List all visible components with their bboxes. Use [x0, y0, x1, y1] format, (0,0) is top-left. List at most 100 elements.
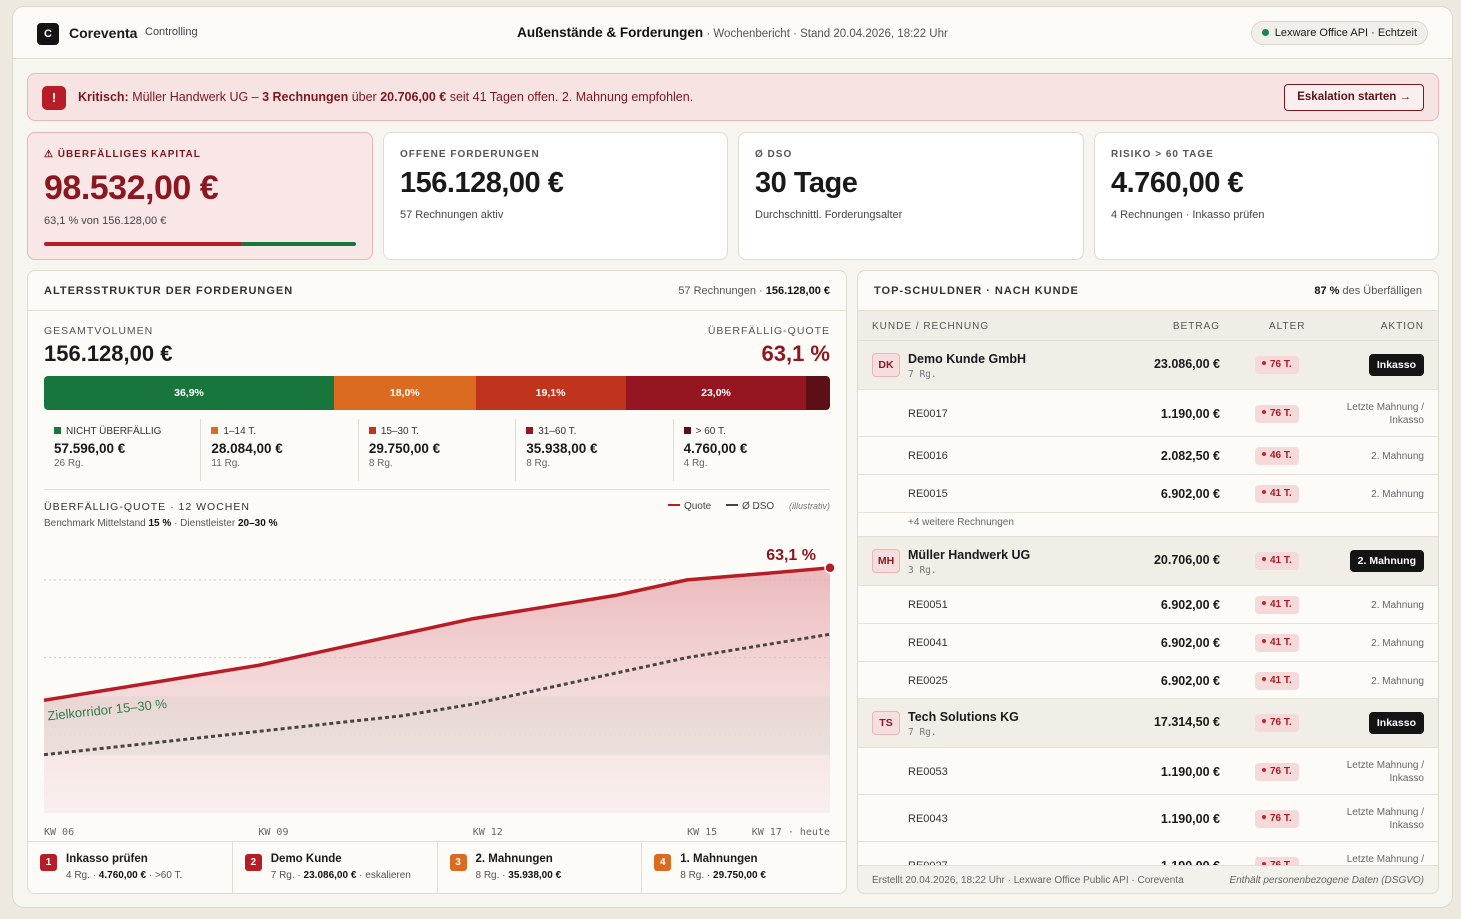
- aging-total-header: 156.128,00 €: [765, 285, 830, 297]
- age-dot-icon: [1262, 452, 1266, 456]
- aging-title: ALTERSSTRUKTUR DER FORDERUNGEN: [44, 285, 294, 297]
- col-action[interactable]: AKTION: [1380, 321, 1424, 332]
- task-item[interactable]: 2 Demo Kunde 7 Rg. · 23.086,00 € · eskalie…: [233, 842, 438, 893]
- customer-action-button[interactable]: 2. Mahnung: [1349, 550, 1424, 572]
- end-value-label: 63,1 %: [766, 547, 816, 564]
- customer-group-row[interactable]: TS Tech Solutions KG 7 Rg. 17.314,50 € 76 T.…: [858, 699, 1438, 748]
- task-sub-amount: 4.760,00 €: [98, 870, 147, 881]
- page-title-main: Außenstände & Forderungen: [517, 25, 704, 40]
- col-customer[interactable]: KUNDE / RECHNUNG: [872, 321, 990, 332]
- task-item[interactable]: 3 2. Mahnungen 8 Rg. · 35.938,00 €: [438, 842, 643, 893]
- age-text: 76 T.: [1270, 860, 1292, 866]
- customer-avatar: TS: [872, 711, 900, 735]
- aging-bucket[interactable]: 31–60 T. 35.938,00 € 8 Rg.: [516, 419, 674, 481]
- invoice-action[interactable]: 2. Mahnung: [1371, 599, 1424, 612]
- top-header: C Coreventa Controlling Außenstände & Fo…: [13, 7, 1452, 59]
- col-age[interactable]: ALTER: [1269, 321, 1306, 332]
- alert-label: Kritisch:: [78, 90, 129, 104]
- invoice-id[interactable]: RE0027: [908, 860, 948, 866]
- col-amount[interactable]: BETRAG: [1172, 321, 1220, 332]
- invoice-row[interactable]: RE0051 6.902,00 € 41 T. 2. Mahnung: [858, 586, 1438, 624]
- debtors-share-label: des Überfälligen: [1339, 285, 1422, 297]
- invoice-action[interactable]: 2. Mahnung: [1371, 450, 1424, 463]
- customer-action-button[interactable]: Inkasso: [1368, 354, 1424, 376]
- task-number-badge: 1: [40, 854, 57, 871]
- customer-avatar: DK: [872, 353, 900, 377]
- age-badge: 76 T.: [1255, 810, 1299, 828]
- kpi-dso: Ø DSO 30 Tage Durchschnittl. Forderungsa…: [738, 132, 1084, 260]
- bucket-count: 8 Rg.: [368, 458, 393, 469]
- aging-segment[interactable]: 23,0%: [625, 376, 807, 410]
- legend-quote: Quote: [683, 501, 712, 512]
- section-label[interactable]: Controlling: [145, 26, 198, 38]
- invoice-row[interactable]: RE0015 6.902,00 € 41 T. 2. Mahnung: [858, 475, 1438, 513]
- invoice-id[interactable]: RE0053: [908, 766, 948, 778]
- invoice-amount: 6.902,00 €: [1160, 598, 1220, 612]
- invoice-id[interactable]: RE0043: [908, 813, 948, 825]
- invoice-action[interactable]: 2. Mahnung: [1371, 488, 1424, 501]
- invoice-row[interactable]: RE0027 1.190,00 € 76 T. Letzte Mahnung /Ink…: [858, 842, 1438, 866]
- bucket-amount: 57.596,00 €: [54, 441, 126, 456]
- invoice-id[interactable]: RE0025: [908, 675, 948, 687]
- invoice-action[interactable]: Letzte Mahnung /Inkasso: [1347, 806, 1424, 832]
- age-dot-icon: [1262, 410, 1266, 414]
- customer-group-row[interactable]: MH Müller Handwerk UG 3 Rg. 20.706,00 € 41 T…: [858, 537, 1438, 586]
- kpi-sub: 63,1 % von 156.128,00 €: [44, 215, 167, 227]
- aging-segment[interactable]: 19,1%: [475, 376, 626, 410]
- invoice-action[interactable]: 2. Mahnung: [1371, 675, 1424, 688]
- escalation-button[interactable]: Eskalation starten →: [1284, 84, 1424, 111]
- task-number-badge: 4: [654, 854, 672, 871]
- age-dot-icon: [1262, 862, 1266, 866]
- footer-left: Erstellt 20.04.2026, 18:22 Uhr · Lexware…: [872, 875, 1184, 886]
- invoice-row[interactable]: RE0025 6.902,00 € 41 T. 2. Mahnung: [858, 662, 1438, 699]
- invoice-id[interactable]: RE0016: [908, 450, 948, 462]
- customer-action-button[interactable]: Inkasso: [1368, 712, 1424, 734]
- alert-message: Kritisch: Müller Handwerk UG – 3 Rechnun…: [78, 90, 693, 104]
- legend-quote-swatch: [667, 504, 680, 506]
- task-item[interactable]: 4 1. Mahnungen 8 Rg. · 29.750,00 €: [642, 842, 846, 893]
- invoice-row[interactable]: RE0017 1.190,00 € 76 T. Letzte Mahnung / Ink…: [858, 390, 1438, 437]
- invoice-row[interactable]: RE0041 6.902,00 € 41 T. 2. Mahnung: [858, 624, 1438, 662]
- invoice-row[interactable]: RE0053 1.190,00 € 76 T. Letzte Mahnung / Ink…: [858, 748, 1438, 795]
- invoice-id[interactable]: RE0017: [908, 408, 948, 420]
- aging-bucket[interactable]: 15–30 T. 29.750,00 € 8 Rg.: [359, 419, 517, 481]
- invoice-row[interactable]: RE0043 1.190,00 € 76 T. Letzte Mahnung / Ink…: [858, 795, 1438, 842]
- task-title: 1. Mahnungen: [680, 853, 758, 865]
- total-volume-label: GESAMTVOLUMEN: [44, 325, 154, 337]
- aging-bucket[interactable]: 1–14 T. 28.084,00 € 11 Rg.: [201, 419, 359, 481]
- kpi-open-receivables: OFFENE FORDERUNGEN 156.128,00 € 57 Rechn…: [383, 132, 728, 260]
- bucket-amount: 28.084,00 €: [211, 441, 283, 456]
- aging-bucket[interactable]: > 60 T. 4.760,00 € 4 Rg.: [674, 419, 830, 481]
- invoice-row[interactable]: RE0016 2.082,50 € 46 T. 2. Mahnung: [858, 437, 1438, 475]
- customer-amount: 23.086,00 €: [1153, 357, 1220, 371]
- invoice-action[interactable]: Letzte Mahnung /Inkasso: [1347, 401, 1424, 427]
- invoice-amount: 1.190,00 €: [1160, 812, 1220, 826]
- customer-group-row[interactable]: DK Demo Kunde GmbH 7 Rg. 23.086,00 € 76 T. In…: [858, 341, 1438, 390]
- task-item[interactable]: 1 Inkasso prüfen 4 Rg. · 4.760,00 € · >60 …: [28, 842, 233, 893]
- aging-segment[interactable]: 18,0%: [334, 376, 476, 410]
- bucket-name: > 60 T.: [683, 426, 820, 437]
- bucket-count: 11 Rg.: [211, 458, 241, 469]
- age-badge: 41 T.: [1255, 596, 1299, 614]
- overdue-quote-label: ÜBERFÄLLIG-QUOTE: [707, 325, 830, 337]
- invoice-action[interactable]: Letzte Mahnung /Inkasso: [1347, 759, 1424, 785]
- age-text: 76 T.: [1270, 408, 1292, 419]
- aging-segment[interactable]: [806, 376, 830, 410]
- invoice-id[interactable]: RE0041: [908, 637, 948, 649]
- bucket-count: 4 Rg.: [683, 458, 708, 469]
- customer-invoice-count: 7 Rg.: [908, 369, 937, 380]
- invoice-action[interactable]: 2. Mahnung: [1371, 637, 1424, 650]
- aging-segment[interactable]: 36,9%: [44, 376, 335, 410]
- age-badge: 76 T.: [1255, 763, 1299, 781]
- more-invoices-link[interactable]: +4 weitere Rechnungen: [858, 513, 1438, 537]
- customer-amount: 17.314,50 €: [1153, 715, 1220, 729]
- alert-text-2: über: [348, 90, 381, 104]
- invoice-action-line1: Letzte Mahnung /: [1346, 402, 1424, 413]
- task-number-badge: 2: [244, 854, 262, 871]
- invoice-action[interactable]: Letzte Mahnung /Inkasso: [1347, 853, 1424, 866]
- aging-bucket[interactable]: NICHT ÜBERFÄLLIG 57.596,00 € 26 Rg.: [44, 419, 202, 481]
- invoice-id[interactable]: RE0051: [908, 599, 948, 611]
- age-dot-icon: [1262, 601, 1266, 605]
- invoice-amount: 6.902,00 €: [1160, 487, 1220, 501]
- invoice-id[interactable]: RE0015: [908, 488, 948, 500]
